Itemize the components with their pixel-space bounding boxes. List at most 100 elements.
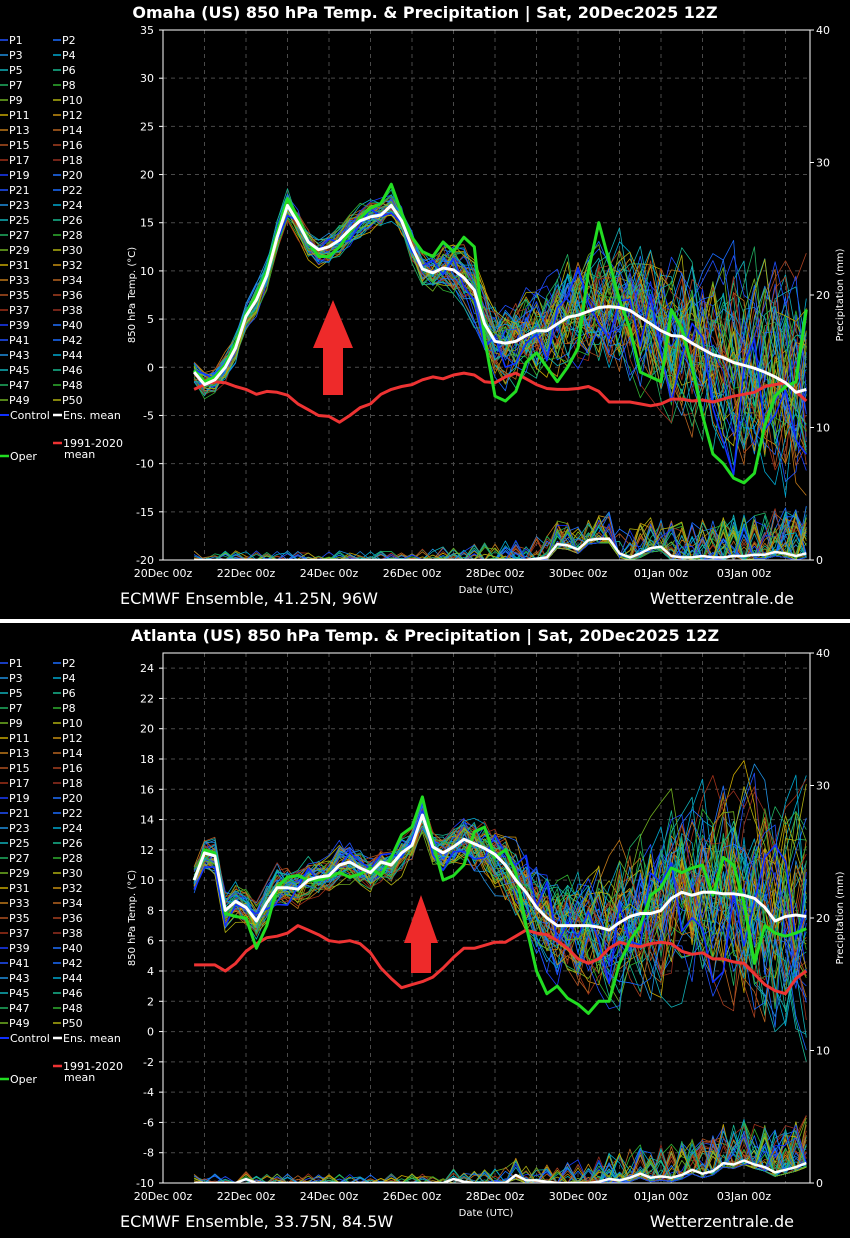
legend-item-p37: P37 [0, 927, 30, 940]
red-up-arrow-icon [313, 300, 353, 395]
legend-label: P32 [62, 259, 83, 272]
member-temp-line [193, 815, 807, 1010]
legend-label: P15 [9, 762, 30, 775]
member-temp-line [193, 784, 807, 964]
legend-item-p44: P44 [53, 349, 83, 362]
member-precip-line [193, 1129, 807, 1183]
legend-item-p40: P40 [53, 319, 83, 332]
legend-item-p31: P31 [0, 882, 30, 895]
y2-tick-label: 20 [816, 289, 830, 302]
y-tick-label: 24 [140, 662, 154, 675]
y-tick-label: 0 [147, 361, 154, 374]
legend-item-p23: P23 [0, 199, 30, 212]
legend-label: P49 [9, 1017, 30, 1030]
member-precip-line [194, 522, 807, 560]
member-precip-line [194, 1138, 807, 1183]
legend-item-p25: P25 [0, 837, 30, 850]
x-tick-label: 01Jan 00z [634, 1190, 688, 1203]
y-tick-label: -5 [143, 409, 154, 422]
legend-item-p33: P33 [0, 897, 30, 910]
legend-label: P14 [62, 124, 83, 137]
legend-label: P50 [62, 1017, 83, 1030]
legend-label: P22 [62, 807, 83, 820]
y-tick-label: 16 [140, 783, 154, 796]
footer-model-location: ECMWF Ensemble, 33.75N, 84.5W [120, 1212, 393, 1231]
legend-item-p35: P35 [0, 289, 30, 302]
legend-label: Control [10, 409, 50, 422]
legend-label: P13 [9, 124, 30, 137]
member-precip-line [194, 512, 807, 560]
legend-label: P1 [9, 34, 23, 47]
x-tick-label: 03Jan 00z [717, 1190, 771, 1203]
climatology-mean-line [194, 924, 808, 996]
legend-item-p12: P12 [53, 109, 83, 122]
legend-item-control: Control [0, 1032, 50, 1045]
legend-label: P42 [62, 957, 83, 970]
legend-label: P44 [62, 349, 83, 362]
legend-item-p39: P39 [0, 319, 30, 332]
legend-item-p9: P9 [0, 717, 23, 730]
legend-item-p30: P30 [53, 867, 83, 880]
legend-item-p45: P45 [0, 364, 30, 377]
x-tick-label: 22Dec 00z [217, 567, 276, 580]
legend-item-control: Control [0, 409, 50, 422]
legend-label: P21 [9, 807, 30, 820]
legend-item-p15: P15 [0, 139, 30, 152]
legend-item-p20: P20 [53, 169, 83, 182]
legend-label: P33 [9, 274, 30, 287]
legend-item-p10: P10 [53, 717, 83, 730]
legend-item-p16: P16 [53, 139, 83, 152]
y-tick-label: -20 [136, 554, 154, 567]
legend-label: P47 [9, 379, 30, 392]
legend-label: P15 [9, 139, 30, 152]
y-tick-label: 15 [140, 217, 154, 230]
legend-item-p21: P21 [0, 184, 30, 197]
y2-tick-label: 0 [816, 554, 823, 567]
legend-item-p6: P6 [53, 687, 76, 700]
legend-label: P9 [9, 94, 23, 107]
legend-label: 1991-2020 [63, 1060, 123, 1073]
member-precip-line [194, 505, 807, 560]
member-precip-line [194, 517, 807, 560]
legend-item-p46: P46 [53, 987, 83, 1000]
member-precip-line [194, 1127, 807, 1183]
legend-label: P19 [9, 792, 30, 805]
member-temp-line [193, 774, 807, 969]
x-tick-label: 24Dec 00z [300, 1190, 359, 1203]
member-temp-line [193, 202, 807, 447]
legend-label: P47 [9, 1002, 30, 1015]
legend-item-p49: P49 [0, 1017, 30, 1030]
legend: P1 P2 P3 P4 P5 P6 P7 P8 P9 P10 P11 P12 P13 P14 P15 P16 P… [0, 657, 123, 1086]
y-tick-label: 5 [147, 313, 154, 326]
legend-item-p3: P3 [0, 672, 23, 685]
y-tick-label: -15 [136, 506, 154, 519]
legend-item-p14: P14 [53, 747, 83, 760]
x-tick-label: 30Dec 00z [549, 567, 608, 580]
y-tick-label: 20 [140, 723, 154, 736]
oper-temp-line [192, 795, 807, 1015]
legend-item-p48: P48 [53, 379, 83, 392]
omaha-chart-panel: Omaha (US) 850 hPa Temp. & Precipitation… [0, 3, 846, 608]
legend-label: P41 [9, 957, 30, 970]
footer-model-location: ECMWF Ensemble, 41.25N, 96W [120, 589, 378, 608]
oper-temp-line [192, 182, 808, 485]
legend-label: P37 [9, 304, 30, 317]
legend-item-p36: P36 [53, 912, 83, 925]
legend-item-p32: P32 [53, 882, 83, 895]
member-precip-line [194, 1115, 807, 1183]
legend-label: P39 [9, 319, 30, 332]
atlanta-chart-panel: Atlanta (US) 850 hPa Temp. & Precipitati… [0, 626, 846, 1231]
member-precip-line [194, 1124, 807, 1183]
legend-label: P6 [62, 64, 76, 77]
y2-tick-label: 30 [816, 780, 830, 793]
legend-item-p8: P8 [53, 79, 76, 92]
legend-item-p26: P26 [53, 837, 83, 850]
legend-item-p34: P34 [53, 897, 83, 910]
legend-item-p29: P29 [0, 867, 30, 880]
legend-label: P11 [9, 732, 30, 745]
plot-frame [162, 29, 811, 561]
member-temp-line [194, 211, 807, 486]
legend-item-p45: P45 [0, 987, 30, 1000]
legend-label: P5 [9, 687, 23, 700]
